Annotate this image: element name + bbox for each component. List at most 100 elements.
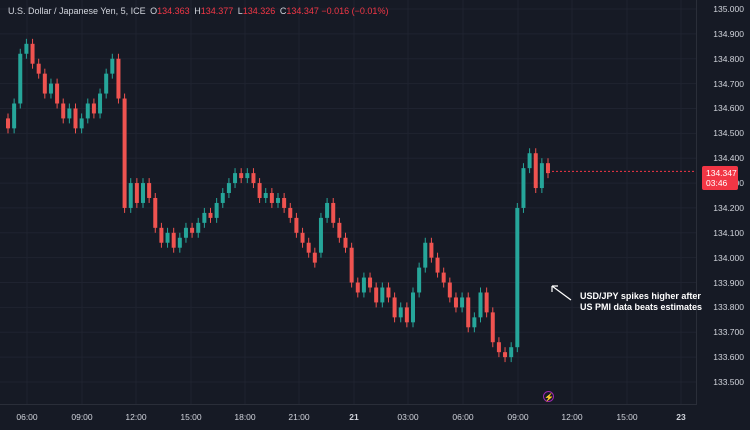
candle-body	[386, 287, 391, 298]
candle-body	[239, 173, 244, 179]
last-price-badge: 134.347 03:46	[702, 166, 738, 190]
time-axis[interactable]: 06:00 09:00 12:00 15:00 18:00 21:00 21 03:00 06:…	[0, 404, 697, 430]
candle-body	[269, 193, 274, 203]
time-tick-label: 06:00	[452, 412, 474, 422]
candle-body	[61, 103, 66, 119]
low-label: L	[237, 6, 243, 16]
candle-body	[214, 202, 219, 218]
candle-body	[202, 212, 207, 223]
candle-body	[441, 272, 446, 283]
price-tick-label: 134.700	[713, 78, 744, 89]
candle-body	[539, 163, 544, 189]
candle-body	[374, 287, 379, 303]
candle-body	[128, 183, 133, 208]
candle-body	[18, 53, 23, 104]
candle-body	[226, 183, 231, 194]
candle-body	[466, 297, 471, 328]
time-tick-label: 12:00	[125, 412, 147, 422]
candle-body	[134, 183, 139, 203]
candle-body	[55, 83, 60, 104]
symbol-legend: U.S. Dollar / Japanese Yen, 5, ICE O134.…	[8, 6, 388, 16]
candle-body	[122, 98, 127, 208]
price-tick-label: 134.500	[713, 128, 744, 139]
annotation-line-2: US PMI data beats estimates	[580, 302, 703, 312]
low-value: 134.326	[242, 6, 276, 16]
candle-body	[533, 153, 538, 189]
price-tick-label: 134.000	[713, 252, 744, 263]
time-tick-label: 12:00	[561, 412, 583, 422]
high-label: H	[194, 6, 201, 16]
close-label: C	[279, 6, 287, 16]
chart-annotation: USD/JPY spikes higher after US PMI data …	[580, 291, 702, 313]
candle-body	[159, 227, 164, 243]
price-tick-label: 134.400	[713, 153, 744, 164]
time-tick-label: 09:00	[71, 412, 93, 422]
candle-body	[337, 222, 342, 238]
candle-body	[490, 312, 495, 343]
price-tick-label: 134.600	[713, 103, 744, 114]
candle-body	[472, 317, 477, 328]
candle-body	[147, 183, 152, 198]
candle-body	[257, 183, 262, 198]
candle-body	[368, 277, 373, 288]
candle-body	[116, 58, 121, 99]
candle-body	[306, 242, 311, 253]
candle-body	[349, 247, 354, 283]
price-tick-label: 133.600	[713, 352, 744, 363]
time-tick-label: 15:00	[616, 412, 638, 422]
price-tick-label: 134.100	[713, 227, 744, 238]
candle-body	[392, 297, 397, 318]
candle-body	[110, 58, 115, 74]
price-tick-label: 133.700	[713, 327, 744, 338]
change-value: −0.016 (−0.01%)	[321, 6, 389, 16]
time-tick-label: 06:00	[16, 412, 38, 422]
candle-body	[288, 207, 293, 218]
candle-body	[423, 242, 428, 268]
candle-body	[343, 237, 348, 248]
candle-body	[91, 103, 96, 114]
annotation-arrow	[551, 285, 572, 301]
price-tick-label: 133.500	[713, 377, 744, 387]
candle-body	[380, 287, 385, 303]
time-tick-label: 18:00	[234, 412, 256, 422]
candle-body	[263, 193, 268, 198]
symbol-name[interactable]: U.S. Dollar / Japanese Yen, 5, ICE	[8, 6, 146, 16]
candle-body	[36, 63, 41, 74]
price-axis[interactable]: 135.000 134.900 134.800 134.700 134.600 134.5…	[696, 0, 750, 405]
price-tick-label: 133.800	[713, 302, 744, 313]
candle-body	[153, 197, 158, 228]
candle-body	[318, 217, 323, 253]
candle-body	[165, 232, 170, 243]
open-value: 134.363	[157, 6, 190, 16]
price-tick-label: 134.200	[713, 202, 744, 213]
candle-body	[24, 43, 29, 54]
time-tick-label: 15:00	[180, 412, 202, 422]
time-tick-label: 09:00	[507, 412, 529, 422]
candle-body	[98, 93, 103, 114]
candle-body	[220, 193, 225, 203]
candle-body	[245, 173, 250, 179]
candle-body	[429, 242, 434, 258]
candle-body	[251, 173, 256, 184]
open-label: O	[150, 6, 158, 16]
candle-body	[300, 232, 305, 243]
candle-body	[417, 267, 422, 293]
candle-body	[447, 282, 452, 298]
candle-body	[282, 197, 287, 208]
candle-body	[233, 173, 238, 184]
candle-body	[190, 227, 195, 233]
candle-body	[503, 352, 508, 358]
lightning-icon[interactable]: ⚡	[543, 391, 554, 402]
candle-body	[196, 222, 201, 233]
candle-body	[521, 168, 526, 208]
candle-body	[496, 342, 501, 353]
price-tick-label: 134.900	[713, 28, 744, 39]
candle-body	[6, 118, 10, 129]
candle-body	[398, 307, 403, 318]
candle-body	[484, 292, 489, 313]
candle-body	[361, 277, 366, 293]
candle-body	[85, 103, 90, 119]
candle-body	[276, 197, 280, 203]
